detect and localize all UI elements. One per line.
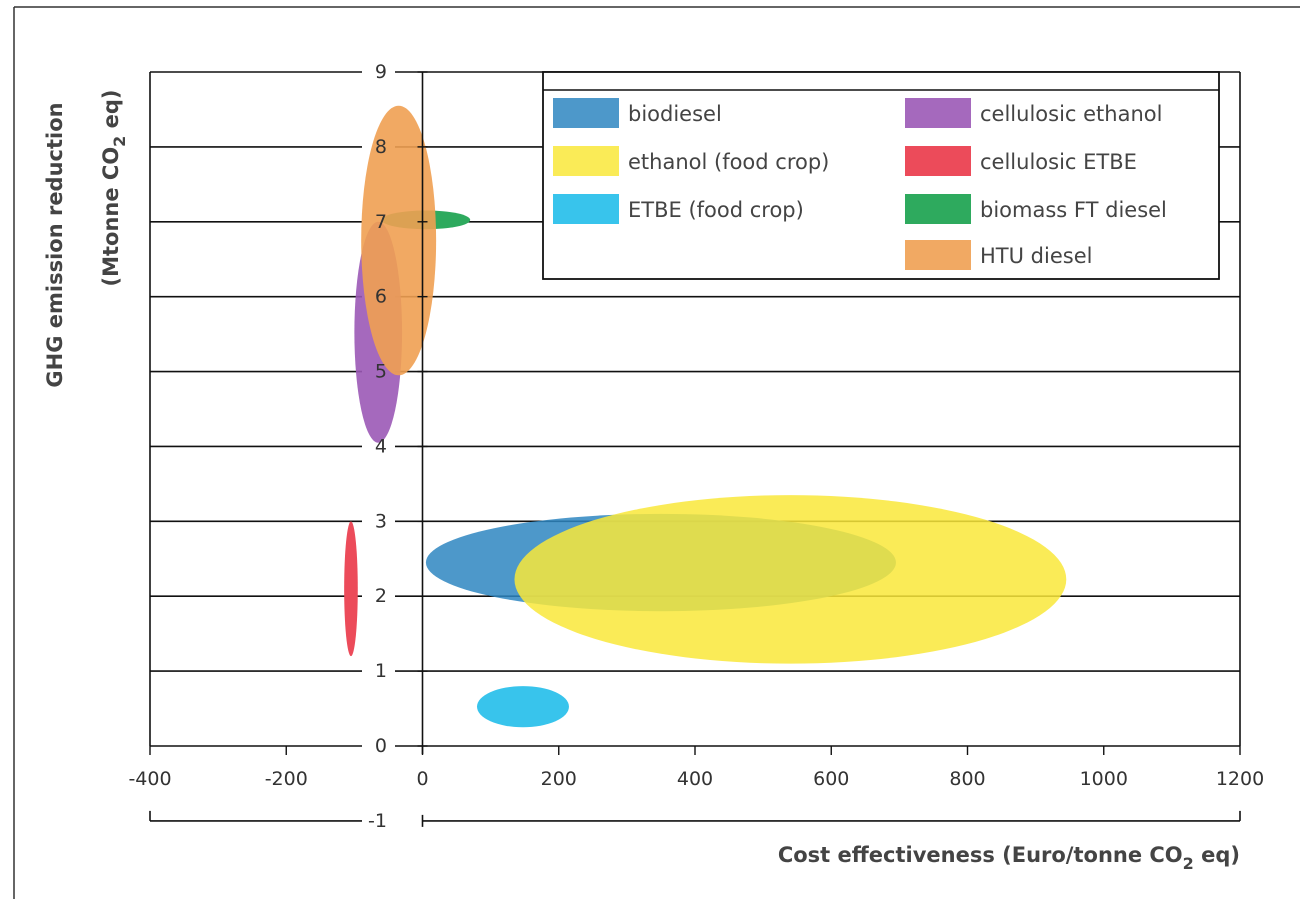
x-tick-label--400: -400 (128, 768, 171, 790)
legend-label-htu-diesel: HTU diesel (980, 244, 1092, 268)
bubble-ethanol-food-crop (514, 495, 1067, 664)
y-tick-label-3: 3 (375, 510, 387, 532)
axes (149, 71, 1241, 827)
y-tick-labels: -1 0 1 2 3 4 5 6 7 8 9 (368, 61, 387, 832)
x-tick-labels: -400 -200 0 200 400 600 800 1000 1200 (128, 768, 1264, 790)
x-tick-label-600: 600 (813, 768, 849, 790)
y-tick-label-7: 7 (375, 211, 387, 233)
y-axis-title-pre: (Mtonne CO (99, 147, 123, 287)
x-axis-title-post: eq) (1194, 843, 1240, 867)
y-axis-title-post: eq) (99, 89, 123, 135)
legend-swatch-cellulosic-ethanol (905, 98, 971, 128)
legend-swatch-biomass-ft-diesel (905, 194, 971, 224)
y-tick-label-4: 4 (375, 435, 387, 457)
bubble-htu-diesel (361, 105, 437, 376)
x-tick-label-400: 400 (677, 768, 713, 790)
y-tick-label-1: 1 (375, 660, 387, 682)
x-tick-label--200: -200 (265, 768, 308, 790)
y-tick-label-0: 0 (375, 735, 387, 757)
y-tick-label-6: 6 (375, 286, 387, 308)
legend-label-biomass-ft-diesel: biomass FT diesel (980, 198, 1167, 222)
y-tick-label-5: 5 (375, 361, 387, 383)
legend-label-biodiesel: biodiesel (628, 102, 722, 126)
bubble-cellulosic-etbe (344, 521, 358, 657)
legend-swatch-ethanol-food-crop (553, 146, 619, 176)
y-axis-title-line1: GHG emission reduction (43, 102, 67, 387)
y-tick-label-2: 2 (375, 585, 387, 607)
legend-label-cellulosic-ethanol: cellulosic ethanol (980, 102, 1162, 126)
x-axis-title-pre: Cost effectiveness (Euro/tonne CO (778, 843, 1183, 867)
x-tick-label-1000: 1000 (1080, 768, 1128, 790)
legend-box (542, 71, 1220, 280)
y-axis-title-sub: 2 (110, 136, 129, 147)
x-axis-title-sub: 2 (1183, 854, 1194, 873)
y-tick-label-9: 9 (375, 61, 387, 83)
y-axis-title-line2: (Mtonne CO2 eq) (99, 89, 129, 286)
legend-swatch-htu-diesel (905, 240, 971, 270)
x-tick-label-800: 800 (949, 768, 985, 790)
legend-swatch-etbe-food-crop (553, 194, 619, 224)
x-tick-label-0: 0 (416, 768, 428, 790)
bubble-etbe-food-crop (477, 686, 569, 728)
legend-label-ethanol-food-crop: ethanol (food crop) (628, 150, 829, 174)
x-axis-title: Cost effectiveness (Euro/tonne CO2 eq) (778, 843, 1240, 873)
legend-label-cellulosic-etbe: cellulosic ETBE (980, 150, 1137, 174)
y-tick-label--1: -1 (368, 810, 387, 832)
legend-swatch-cellulosic-etbe (905, 146, 971, 176)
legend: biodiesel ethanol (food crop) ETBE (food c… (542, 71, 1220, 280)
y-tick-label-8: 8 (375, 136, 387, 158)
x-tick-label-200: 200 (541, 768, 577, 790)
bubble-series (344, 105, 1067, 728)
legend-label-etbe-food-crop: ETBE (food crop) (628, 198, 804, 222)
legend-swatch-biodiesel (553, 98, 619, 128)
x-tick-label-1200: 1200 (1216, 768, 1264, 790)
